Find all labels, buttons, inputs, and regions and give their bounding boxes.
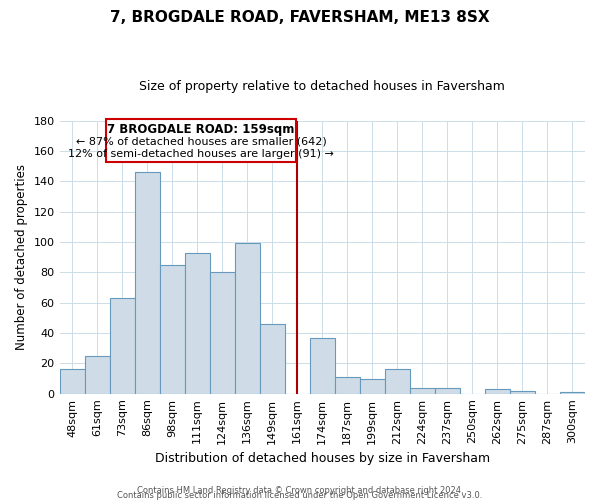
Bar — [59, 370, 85, 394]
Bar — [260, 324, 285, 394]
Text: Contains public sector information licensed under the Open Government Licence v3: Contains public sector information licen… — [118, 491, 482, 500]
Text: 7 BROGDALE ROAD: 159sqm: 7 BROGDALE ROAD: 159sqm — [107, 123, 295, 136]
Bar — [410, 388, 435, 394]
Bar — [85, 356, 110, 394]
Y-axis label: Number of detached properties: Number of detached properties — [15, 164, 28, 350]
Bar — [209, 272, 235, 394]
Text: 7, BROGDALE ROAD, FAVERSHAM, ME13 8SX: 7, BROGDALE ROAD, FAVERSHAM, ME13 8SX — [110, 10, 490, 25]
FancyBboxPatch shape — [106, 119, 296, 162]
X-axis label: Distribution of detached houses by size in Faversham: Distribution of detached houses by size … — [155, 452, 490, 465]
Text: ← 87% of detached houses are smaller (642): ← 87% of detached houses are smaller (64… — [76, 137, 326, 147]
Bar — [335, 377, 360, 394]
Bar — [485, 389, 510, 394]
Title: Size of property relative to detached houses in Faversham: Size of property relative to detached ho… — [139, 80, 505, 93]
Bar — [235, 244, 260, 394]
Text: 12% of semi-detached houses are larger (91) →: 12% of semi-detached houses are larger (… — [68, 149, 334, 159]
Bar — [560, 392, 585, 394]
Bar — [310, 338, 335, 394]
Bar — [185, 252, 209, 394]
Bar — [435, 388, 460, 394]
Bar — [160, 264, 185, 394]
Text: Contains HM Land Registry data © Crown copyright and database right 2024.: Contains HM Land Registry data © Crown c… — [137, 486, 463, 495]
Bar — [510, 390, 535, 394]
Bar — [110, 298, 134, 394]
Bar — [134, 172, 160, 394]
Bar — [360, 378, 385, 394]
Bar — [385, 370, 410, 394]
